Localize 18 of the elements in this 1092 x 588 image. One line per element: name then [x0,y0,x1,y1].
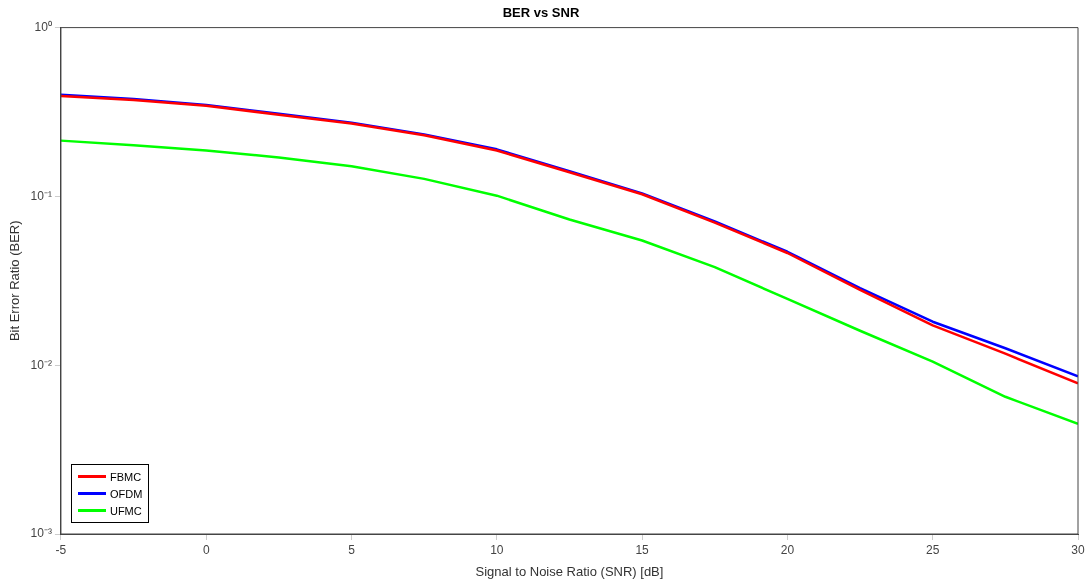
legend-label: UFMC [109,504,142,517]
legend-label: FBMC [109,470,142,483]
y-tick-label: 10⁻² [30,357,52,372]
legend-label: OFDM [109,487,143,500]
x-axis-title: Signal to Noise Ratio (SNR) [dB] [475,563,664,579]
x-tick-label: 15 [635,542,650,557]
chart-title: BER vs SNR [502,5,580,21]
x-tick-label: 5 [348,542,356,557]
y-tick-label: 10⁻³ [30,526,52,541]
y-tick-label: 10⁰ [34,19,52,34]
x-tick-label: 20 [780,542,795,557]
x-tick-label: 30 [1071,542,1085,557]
x-tick-label: -5 [55,542,67,557]
x-tick-label: 25 [926,542,940,557]
y-tick-label: 10⁻¹ [30,188,52,203]
x-tick-label: 0 [202,542,210,557]
y-axis-title: Bit Error Ratio (BER) [7,220,23,342]
x-tick-label: 10 [490,542,504,557]
